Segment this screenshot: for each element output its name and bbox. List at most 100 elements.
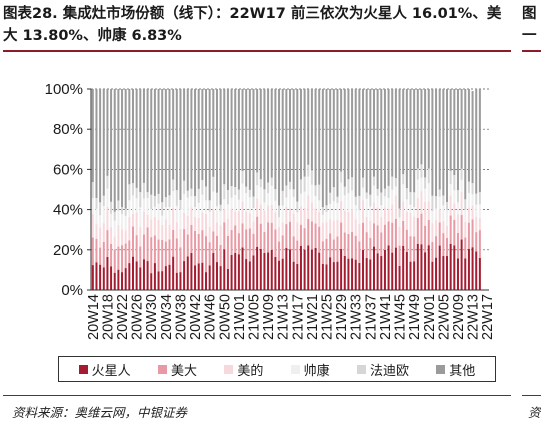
legend-item: 火星人: [78, 360, 131, 379]
bar-segment-火星人: [285, 247, 288, 290]
bar-segment-法迪欧: [91, 182, 94, 199]
x-tick-label: 20W42: [188, 294, 204, 340]
bar-segment-火星人: [365, 258, 368, 290]
bar-segment-美大: [278, 241, 281, 261]
bar-segment-帅康: [274, 200, 277, 213]
bar-segment-美的: [471, 205, 474, 220]
bar-segment-美大: [340, 222, 343, 249]
bar-segment-火星人: [427, 245, 430, 290]
bar-segment-其他: [124, 89, 127, 209]
bar-segment-法迪欧: [296, 201, 299, 213]
bar-segment-美大: [464, 237, 467, 259]
bar-segment-美大: [91, 237, 94, 266]
bar-segment-法迪欧: [464, 199, 467, 211]
bar-segment-美的: [234, 211, 237, 226]
bar-segment-其他: [453, 89, 456, 176]
bar-segment-法迪欧: [343, 186, 346, 196]
bar-segment-其他: [267, 89, 270, 183]
bar-segment-其他: [285, 89, 288, 186]
bar-segment-帅康: [299, 193, 302, 207]
bar-segment-美大: [161, 239, 164, 272]
bar-segment-美大: [369, 237, 372, 260]
bar-segment-美大: [354, 235, 357, 260]
bar-segment-火星人: [376, 253, 379, 290]
bar-segment-美的: [376, 207, 379, 226]
bar-segment-法迪欧: [274, 189, 277, 201]
bar-segment-火星人: [292, 261, 295, 290]
bar-segment-火星人: [128, 263, 131, 290]
bar-segment-美的: [106, 206, 109, 231]
bar-segment-美大: [179, 247, 182, 273]
bar-segment-法迪欧: [241, 171, 244, 184]
bar-segment-火星人: [99, 264, 102, 290]
bar-segment-帅康: [267, 193, 270, 206]
bar-segment-法迪欧: [438, 189, 441, 197]
bar-segment-火星人: [237, 254, 240, 290]
bar-segment-帅康: [427, 183, 430, 202]
bar-segment-火星人: [172, 256, 175, 290]
bar-segment-法迪欧: [347, 179, 350, 194]
bar-segment-美的: [288, 208, 292, 222]
bar-segment-火星人: [223, 249, 226, 290]
bar-segment-法迪欧: [398, 208, 401, 218]
bar-segment-美的: [314, 208, 317, 224]
bar-segment-帅康: [307, 176, 310, 196]
bar-segment-火星人: [263, 253, 266, 290]
bar-segment-帅康: [329, 203, 332, 220]
bar-segment-美大: [168, 239, 171, 265]
bar-segment-美大: [420, 213, 423, 245]
legend-swatch: [157, 364, 167, 374]
bar-segment-帅康: [131, 195, 134, 214]
bar-segment-美的: [394, 195, 397, 219]
bar-segment-其他: [475, 89, 478, 194]
bar-segment-其他: [398, 89, 401, 209]
bar-segment-帅康: [186, 197, 189, 217]
x-tick-label: 21W01: [232, 294, 248, 340]
bar-segment-法迪欧: [205, 186, 208, 201]
bar-segment-美的: [95, 224, 98, 239]
bar-segment-美大: [113, 249, 116, 273]
bar-segment-法迪欧: [383, 188, 386, 197]
bar-segment-美大: [456, 232, 459, 259]
bar-segment-美大: [321, 241, 324, 264]
bar-segment-法迪欧: [332, 187, 335, 202]
bar-segment-美的: [398, 226, 401, 246]
bar-segment-美的: [230, 208, 233, 230]
bar-segment-帅康: [102, 206, 105, 224]
bar-segment-法迪欧: [340, 171, 343, 183]
bar-segment-美的: [124, 230, 127, 244]
bar-segment-火星人: [201, 262, 204, 290]
bar-segment-帅康: [310, 184, 313, 203]
bar-segment-其他: [91, 89, 94, 183]
bar-segment-美的: [442, 221, 445, 234]
bar-segment-法迪欧: [164, 197, 167, 208]
bar-segment-帅康: [164, 207, 167, 220]
bar-segment-其他: [274, 89, 277, 190]
bar-segment-美大: [296, 240, 299, 264]
bar-segment-火星人: [139, 267, 142, 290]
legend-swatch: [356, 364, 366, 374]
bar-segment-法迪欧: [391, 176, 394, 190]
bar-segment-帅康: [442, 205, 445, 222]
bar-segment-其他: [438, 89, 441, 190]
bar-segment-美的: [175, 222, 178, 239]
bar-segment-帅康: [245, 193, 248, 212]
bar-segment-美大: [183, 229, 186, 262]
bar-segment-帅康: [420, 177, 423, 192]
bar-segment-帅康: [351, 190, 354, 210]
bar-segment-火星人: [435, 257, 438, 290]
bar-segment-美的: [135, 212, 138, 236]
bar-segment-火星人: [190, 253, 193, 290]
bar-segment-美大: [358, 241, 361, 263]
bar-segment-美的: [446, 225, 449, 238]
bar-segment-美大: [226, 235, 229, 269]
bar-segment-美大: [449, 215, 452, 244]
bar-segment-美大: [391, 222, 394, 253]
bar-segment-火星人: [245, 259, 248, 290]
bar-segment-美的: [325, 221, 328, 239]
y-axis-ticks: 0% 20% 40% 60% 80% 100%: [45, 81, 91, 299]
bar-segment-美的: [321, 222, 324, 242]
bar-segment-火星人: [234, 252, 237, 290]
bar-segment-其他: [409, 89, 412, 193]
bar-segment-美的: [354, 219, 357, 236]
